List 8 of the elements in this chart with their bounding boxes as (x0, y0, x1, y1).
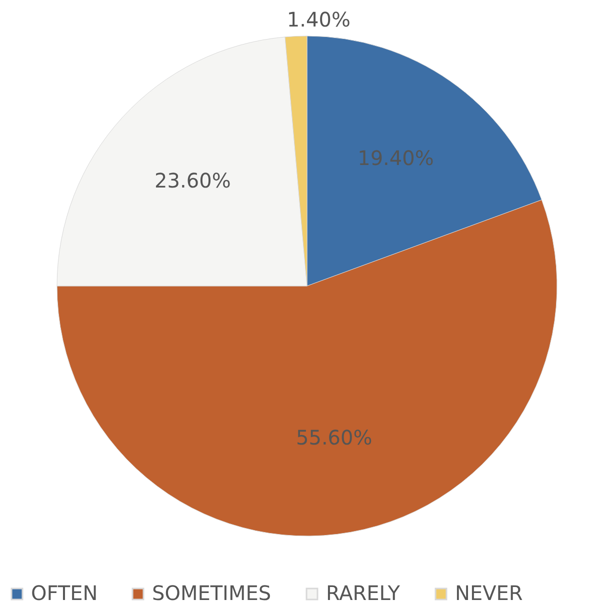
data-label: 55.60% (296, 426, 372, 450)
legend-label: RARELY (326, 581, 401, 605)
legend-label: NEVER (455, 581, 523, 605)
data-label: 19.40% (358, 146, 434, 170)
legend-label: OFTEN (31, 581, 98, 605)
legend-label: SOMETIMES (152, 581, 272, 605)
data-label: 1.40% (286, 7, 350, 32)
data-label: 23.60% (154, 168, 231, 192)
